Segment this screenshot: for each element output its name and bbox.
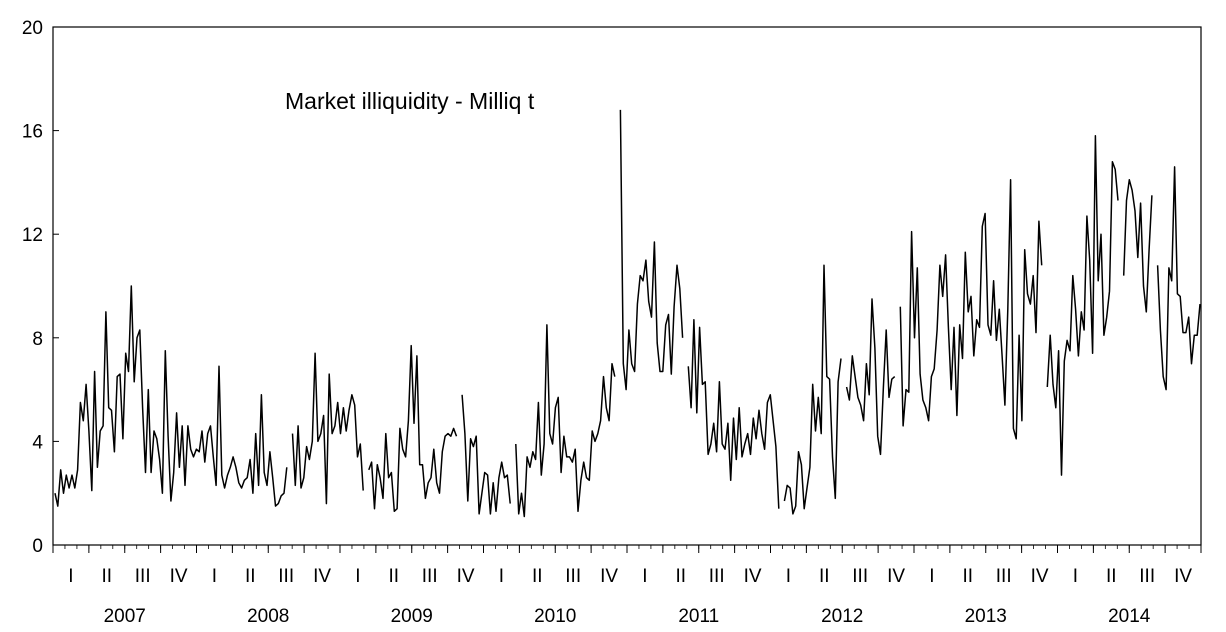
- x-year-label: 2010: [534, 606, 576, 627]
- y-tick-label: 8: [32, 329, 43, 350]
- x-year-label: 2013: [965, 606, 1007, 627]
- y-tick-label: 12: [22, 225, 43, 246]
- x-quarter-label: III: [996, 566, 1012, 587]
- x-quarter-label: IV: [744, 566, 762, 587]
- x-quarter-label: III: [422, 566, 438, 587]
- x-year-label: 2011: [678, 606, 719, 627]
- x-quarter-label: IV: [313, 566, 331, 587]
- x-year-label: 2007: [104, 606, 146, 627]
- x-year-label: 2008: [247, 606, 289, 627]
- x-quarter-label: I: [68, 566, 73, 587]
- x-quarter-label: III: [1139, 566, 1155, 587]
- y-axis: 0 4 8 12 16 20: [22, 18, 59, 557]
- series-line-milliq: [54, 109, 1201, 518]
- x-quarter-label: II: [532, 566, 543, 587]
- x-quarter-label: IV: [457, 566, 475, 587]
- x-quarter-label: I: [1073, 566, 1078, 587]
- x-quarter-label: IV: [1031, 566, 1049, 587]
- x-year-label: 2014: [1108, 606, 1151, 627]
- x-quarter-label: II: [963, 566, 974, 587]
- x-quarter-label: II: [1106, 566, 1117, 587]
- x-quarter-label: II: [102, 566, 113, 587]
- x-quarter-label: I: [786, 566, 791, 587]
- y-tick-label: 0: [32, 536, 43, 557]
- x-quarter-label: IV: [887, 566, 905, 587]
- plot-frame: [52, 26, 1202, 546]
- x-quarter-label: IV: [170, 566, 188, 587]
- x-quarter-label: III: [278, 566, 294, 587]
- x-quarter-label: III: [565, 566, 581, 587]
- x-quarter-label: III: [852, 566, 868, 587]
- y-tick-label: 16: [22, 122, 43, 143]
- x-axis: I II III IV I II III IV I II III IV I II III IV I II III IV…: [52, 545, 1202, 627]
- x-quarter-label: II: [676, 566, 687, 587]
- x-quarter-label: II: [389, 566, 400, 587]
- x-quarter-label: IV: [600, 566, 618, 587]
- x-quarter-label: I: [929, 566, 934, 587]
- y-tick-label: 20: [22, 18, 43, 39]
- x-quarter-label: I: [642, 566, 647, 587]
- chart-title: Market illiquidity - Milliq t: [285, 88, 535, 114]
- x-quarter-label: II: [819, 566, 830, 587]
- x-quarter-label: I: [212, 566, 217, 587]
- y-tick-label: 4: [32, 432, 43, 453]
- x-quarter-label: IV: [1174, 566, 1192, 587]
- x-quarter-label: III: [709, 566, 725, 587]
- x-year-label: 2009: [391, 606, 433, 627]
- x-year-label: 2012: [821, 606, 863, 627]
- x-quarter-label: I: [499, 566, 504, 587]
- x-quarter-label: II: [245, 566, 256, 587]
- x-quarter-label: III: [135, 566, 151, 587]
- x-quarter-label: I: [355, 566, 360, 587]
